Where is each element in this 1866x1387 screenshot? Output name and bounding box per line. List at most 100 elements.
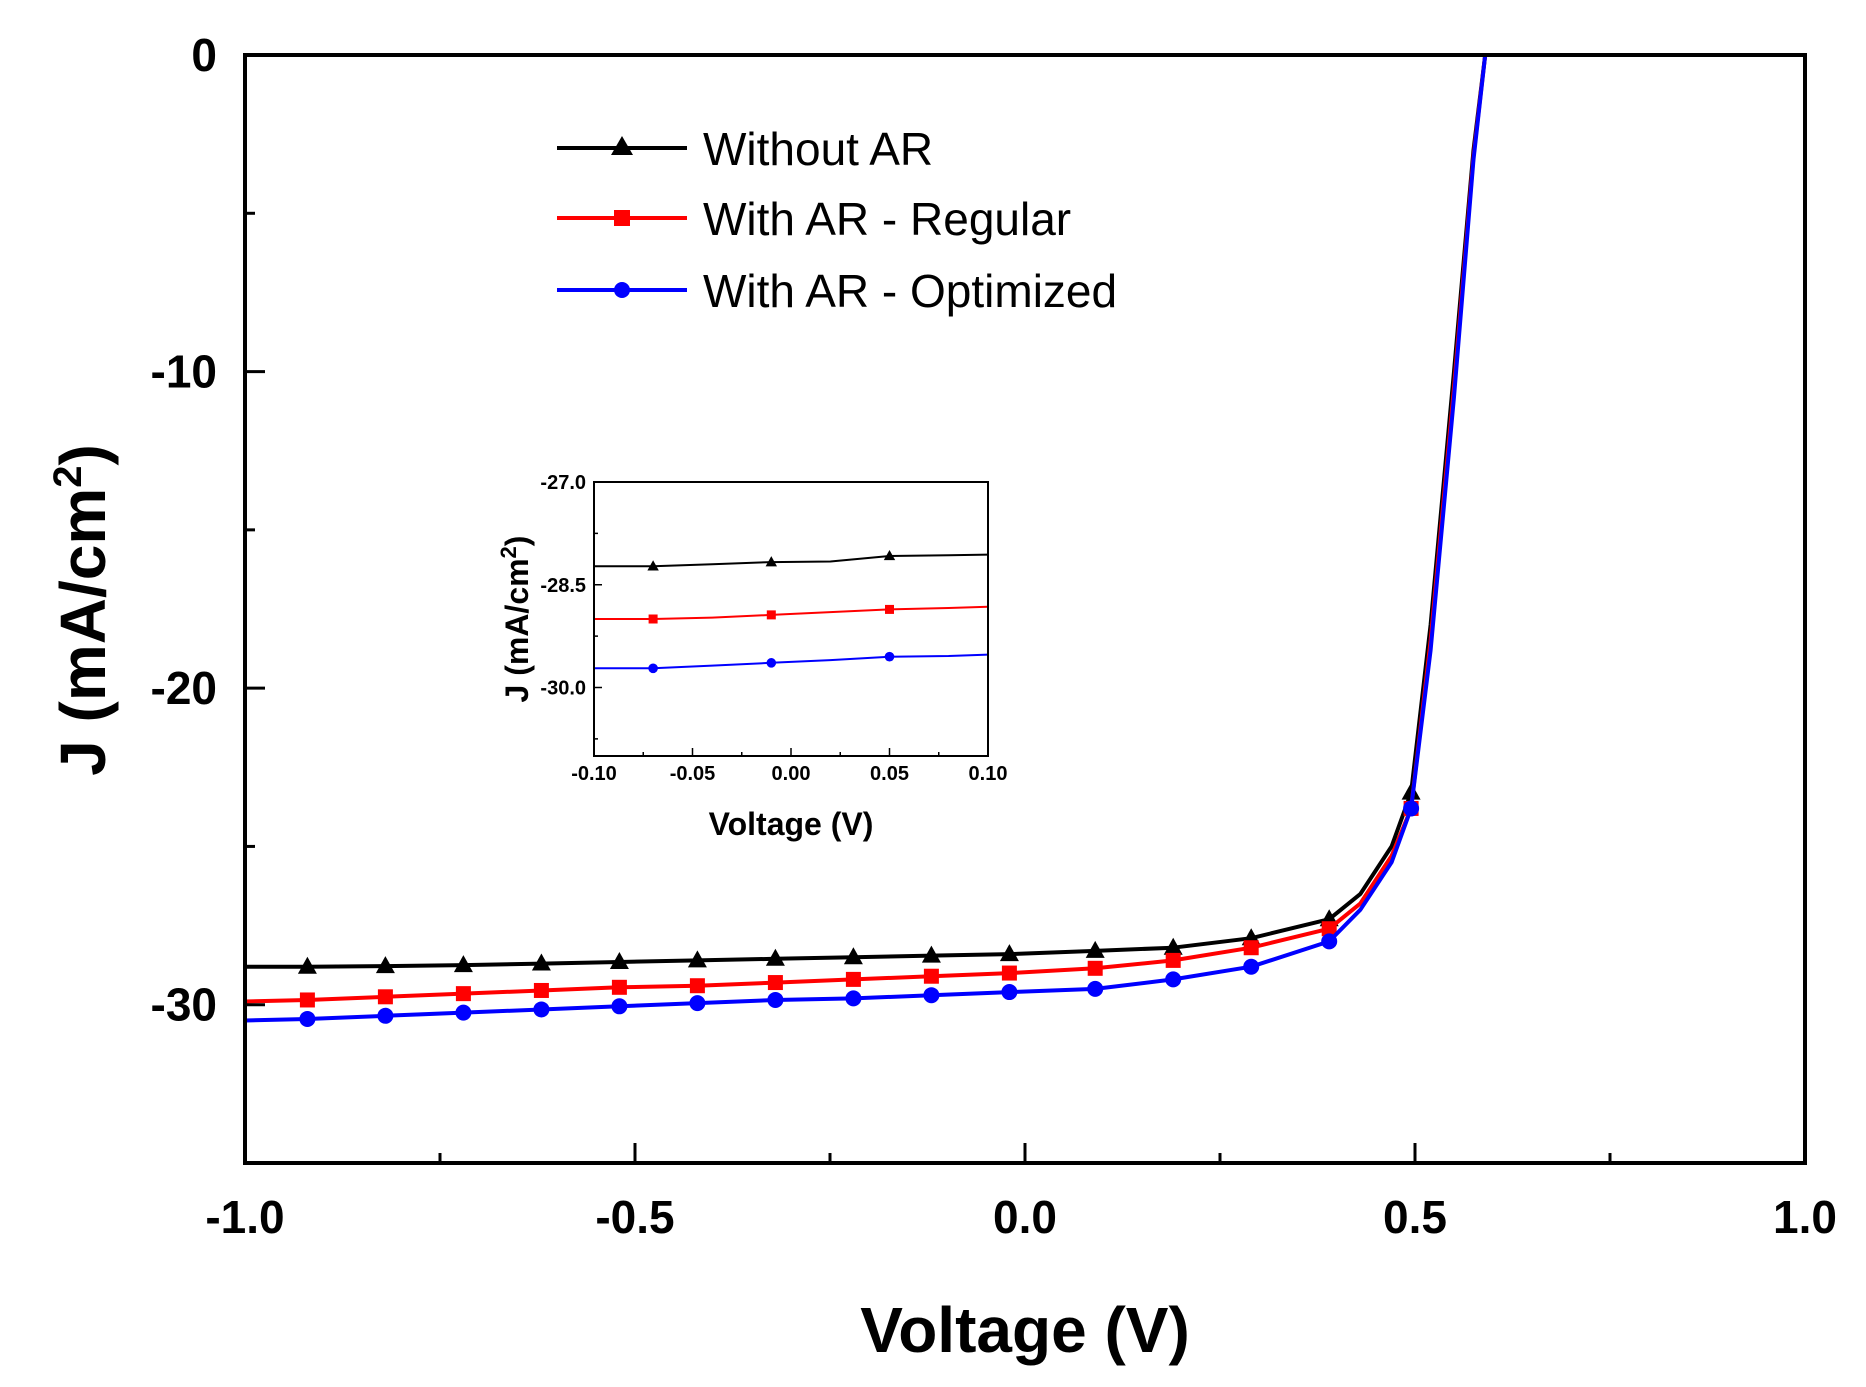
- main-x-tick-label: 1.0: [1773, 1191, 1837, 1243]
- inset-y-tick-label: -30.0: [540, 678, 586, 700]
- main-data-point-with-ar-regular-12: [1165, 952, 1181, 968]
- main-data-point-with-ar-regular-1: [299, 992, 315, 1008]
- legend-marker-circle: [614, 282, 630, 298]
- main-data-point-with-ar-optimized-4: [533, 1001, 550, 1018]
- inset-series-line-with-ar-optimized: [594, 653, 989, 670]
- inset-x-tick-label: 0.05: [870, 763, 909, 785]
- inset-ticks: -0.10 -0.05 0.00 0.05 0.10 -27.0 -28.5 -30.0: [540, 472, 1007, 785]
- main-data-point-with-ar-optimized-14: [1321, 933, 1338, 950]
- main-data-point-with-ar-regular-10: [1001, 965, 1017, 981]
- main-data-point-with-ar-regular-4: [533, 982, 549, 998]
- main-data-point-with-ar-regular-13: [1243, 940, 1259, 956]
- inset-plot: -0.10 -0.05 0.00 0.05 0.10 -27.0 -28.5 -30.0 Vo…: [496, 472, 1007, 842]
- inset-series-line-without-ar: [594, 553, 989, 568]
- inset-x-axis-title: Voltage (V): [709, 806, 874, 842]
- main-data-point-with-ar-optimized-11: [1087, 980, 1104, 997]
- inset-y-tick-label: -27.0: [540, 472, 586, 494]
- main-data-point-with-ar-optimized-13: [1243, 958, 1260, 975]
- main-data-point-with-ar-regular-9: [923, 968, 939, 984]
- legend-marker-triangle: [611, 136, 633, 155]
- main-data-point-with-ar-optimized-1: [299, 1010, 316, 1027]
- inset-series-line-with-ar-regular: [594, 605, 989, 620]
- inset-y-axis-title-close: ): [499, 536, 535, 547]
- main-data-point-without-ar-1: [297, 956, 317, 974]
- main-data-point-with-ar-optimized-2: [377, 1007, 394, 1024]
- legend: Without AR With AR - Regular With AR - O…: [557, 123, 1117, 317]
- inset-data-point-with-ar-optimized-3: [884, 651, 895, 662]
- main-y-axis-title-close: ): [47, 444, 119, 465]
- main-data-point-with-ar-optimized-10: [1001, 984, 1018, 1001]
- inset-data-point-with-ar-optimized-1: [648, 663, 658, 674]
- main-x-tick-label: 0.0: [993, 1191, 1057, 1243]
- inset-data-point-without-ar-1: [647, 560, 659, 571]
- main-data-point-with-ar-optimized-5: [611, 998, 628, 1015]
- main-series-group: [244, 54, 1488, 1027]
- main-data-point-without-ar-2: [375, 956, 395, 974]
- main-y-tick-label: -10: [151, 346, 217, 398]
- inset-x-tick-label: 0.10: [969, 763, 1008, 785]
- legend-item-without-ar: Without AR: [557, 123, 933, 175]
- main-data-point-with-ar-optimized-9: [923, 987, 940, 1004]
- inset-data-point-with-ar-regular-2: [766, 610, 776, 620]
- legend-item-with-ar-regular: With AR - Regular: [557, 193, 1071, 245]
- inset-data-point-with-ar-regular-3: [885, 604, 894, 614]
- main-data-point-with-ar-regular-14: [1321, 921, 1337, 937]
- main-data-point-with-ar-optimized-15: [1403, 800, 1420, 817]
- main-data-point-without-ar-10: [999, 944, 1019, 962]
- main-data-point-without-ar-4: [531, 953, 551, 971]
- main-data-point-without-ar-5: [609, 951, 629, 969]
- main-data-point-without-ar-8: [843, 947, 863, 965]
- main-data-point-with-ar-regular-8: [845, 971, 861, 987]
- main-data-point-with-ar-optimized-8: [845, 990, 862, 1007]
- inset-data-point-with-ar-optimized-2: [766, 658, 777, 668]
- main-data-point-without-ar-7: [765, 948, 785, 966]
- main-data-point-with-ar-regular-11: [1087, 960, 1103, 976]
- legend-item-with-ar-optimized: With AR - Optimized: [557, 265, 1117, 317]
- main-data-point-with-ar-optimized-7: [767, 991, 784, 1008]
- main-y-tick-label: -20: [151, 662, 217, 714]
- inset-data-point-with-ar-regular-1: [648, 614, 658, 624]
- inset-y-axis-title: J (mA/cm2): [496, 536, 535, 703]
- main-y-axis-title-sup: 2: [46, 465, 90, 487]
- main-y-tick-label: 0: [191, 29, 217, 81]
- legend-label-with-ar-regular: With AR - Regular: [703, 193, 1071, 245]
- main-x-tick-label: -0.5: [595, 1191, 674, 1243]
- main-series-line-with-ar-optimized: [244, 54, 1488, 1023]
- main-data-point-without-ar-3: [453, 955, 473, 973]
- main-y-axis-title: J (mA/cm2): [46, 444, 119, 776]
- main-data-point-without-ar-9: [921, 945, 941, 963]
- main-data-point-with-ar-regular-5: [611, 979, 627, 995]
- legend-label-without-ar: Without AR: [703, 123, 933, 175]
- inset-x-tick-label: 0.00: [772, 763, 811, 785]
- legend-label-with-ar-optimized: With AR - Optimized: [703, 265, 1117, 317]
- main-plot: -1.0 -0.5 0.0 0.5 1.00-10-20-30 Voltage (V) …: [46, 29, 1837, 1366]
- main-x-tick-label: -1.0: [205, 1191, 284, 1243]
- main-y-tick-label: -30: [151, 979, 217, 1031]
- main-ticks: -1.0 -0.5 0.0 0.5 1.0 0 -10 -20 -30: [151, 29, 1837, 1243]
- inset-x-tick-label: -0.05: [670, 763, 716, 785]
- main-data-point-with-ar-regular-2: [377, 989, 393, 1005]
- main-data-point-without-ar-12: [1163, 937, 1183, 955]
- main-data-point-with-ar-regular-7: [767, 975, 783, 991]
- main-x-tick-label: 0.5: [1383, 1191, 1447, 1243]
- inset-x-tick-label: -0.10: [571, 763, 617, 785]
- inset-y-tick-label: -28.5: [540, 575, 586, 597]
- inset-data-point-without-ar-2: [765, 556, 777, 567]
- main-data-point-without-ar-6: [687, 950, 707, 968]
- inset-data-point-without-ar-3: [883, 549, 896, 561]
- main-data-point-without-ar-11: [1085, 940, 1105, 958]
- legend-marker-square: [614, 210, 630, 226]
- inset-y-axis-title-sup: 2: [496, 546, 521, 558]
- inset-y-axis-title-text: J (mA/cm: [499, 558, 535, 702]
- main-data-point-with-ar-optimized-6: [689, 995, 706, 1012]
- main-y-axis-title-text: J (mA/cm: [47, 488, 119, 776]
- inset-series-group: [594, 549, 989, 674]
- main-data-point-with-ar-optimized-12: [1165, 971, 1182, 988]
- main-data-point-with-ar-regular-3: [455, 986, 471, 1002]
- main-data-point-with-ar-optimized-3: [455, 1004, 472, 1021]
- main-x-axis-title: Voltage (V): [860, 1294, 1190, 1366]
- main-data-point-with-ar-regular-6: [689, 978, 705, 994]
